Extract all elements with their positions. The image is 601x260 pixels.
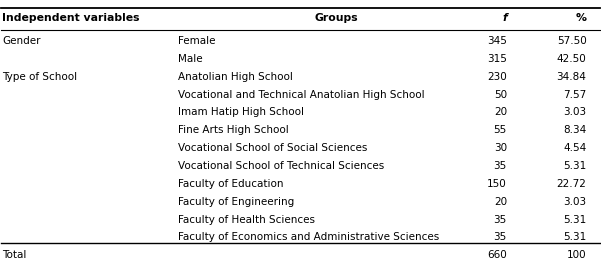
Text: 50: 50 [494, 90, 507, 100]
Text: 20: 20 [494, 197, 507, 207]
Text: 660: 660 [487, 250, 507, 260]
Text: Faculty of Economics and Administrative Sciences: Faculty of Economics and Administrative … [178, 232, 439, 242]
Text: Groups: Groups [314, 13, 358, 23]
Text: 22.72: 22.72 [557, 179, 587, 189]
Text: Anatolian High School: Anatolian High School [178, 72, 293, 82]
Text: 5.31: 5.31 [563, 214, 587, 225]
Text: 30: 30 [494, 143, 507, 153]
Text: Type of School: Type of School [2, 72, 77, 82]
Text: Faculty of Engineering: Faculty of Engineering [178, 197, 294, 207]
Text: Male: Male [178, 54, 203, 64]
Text: Total: Total [2, 250, 26, 260]
Text: 7.57: 7.57 [563, 90, 587, 100]
Text: Imam Hatip High School: Imam Hatip High School [178, 107, 304, 118]
Text: Faculty of Health Sciences: Faculty of Health Sciences [178, 214, 315, 225]
Text: 150: 150 [487, 179, 507, 189]
Text: 35: 35 [493, 232, 507, 242]
Text: 57.50: 57.50 [557, 36, 587, 46]
Text: 100: 100 [567, 250, 587, 260]
Text: 42.50: 42.50 [557, 54, 587, 64]
Text: 315: 315 [487, 54, 507, 64]
Text: Female: Female [178, 36, 215, 46]
Text: 345: 345 [487, 36, 507, 46]
Text: 5.31: 5.31 [563, 232, 587, 242]
Text: f: f [502, 13, 507, 23]
Text: 35: 35 [493, 161, 507, 171]
Text: 3.03: 3.03 [563, 197, 587, 207]
Text: %: % [575, 13, 587, 23]
Text: Faculty of Education: Faculty of Education [178, 179, 283, 189]
Text: 5.31: 5.31 [563, 161, 587, 171]
Text: 35: 35 [493, 214, 507, 225]
Text: 20: 20 [494, 107, 507, 118]
Text: Fine Arts High School: Fine Arts High School [178, 125, 288, 135]
Text: Gender: Gender [2, 36, 40, 46]
Text: Vocational School of Social Sciences: Vocational School of Social Sciences [178, 143, 367, 153]
Text: 8.34: 8.34 [563, 125, 587, 135]
Text: 34.84: 34.84 [557, 72, 587, 82]
Text: 55: 55 [493, 125, 507, 135]
Text: Vocational School of Technical Sciences: Vocational School of Technical Sciences [178, 161, 384, 171]
Text: 3.03: 3.03 [563, 107, 587, 118]
Text: Vocational and Technical Anatolian High School: Vocational and Technical Anatolian High … [178, 90, 424, 100]
Text: Independent variables: Independent variables [2, 13, 139, 23]
Text: 230: 230 [487, 72, 507, 82]
Text: 4.54: 4.54 [563, 143, 587, 153]
